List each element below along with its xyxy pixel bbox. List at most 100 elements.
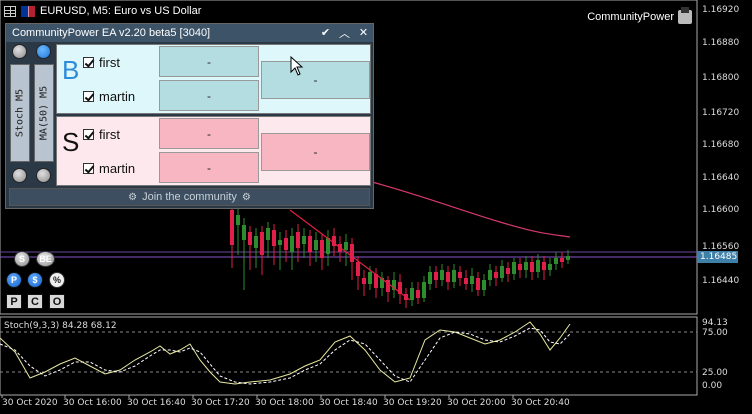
join-community-text: Join the community — [142, 191, 237, 203]
ea-panel-title: CommunityPower EA v2.20 beta5 [3040] — [12, 27, 211, 39]
percent-button[interactable]: % — [49, 272, 65, 288]
buy-martin-row[interactable]: martin — [83, 89, 135, 104]
o-square-button[interactable]: O — [49, 294, 65, 309]
candle-body — [266, 228, 270, 240]
ea-panel[interactable]: CommunityPower EA v2.20 beta5 [3040] ✔ ︿… — [5, 23, 374, 209]
candle-body — [380, 278, 384, 288]
stoch-signal-line — [0, 327, 571, 385]
gear-left-icon: ⚙ — [128, 191, 138, 203]
stoch-indicator-button[interactable]: Stoch M5 — [10, 64, 30, 162]
candle-body — [476, 278, 480, 290]
candle-body — [524, 262, 528, 270]
time-axis-label: 30 Oct 19:20 — [383, 398, 442, 408]
sell-first-value[interactable]: - — [159, 118, 259, 149]
s-button[interactable]: S — [14, 251, 30, 267]
mouse-cursor-icon — [290, 56, 304, 76]
time-axis-label: 30 Oct 20:40 — [511, 398, 570, 408]
candle-body — [296, 232, 300, 248]
price-axis-label: 1.16920 — [702, 5, 740, 15]
candle-body — [230, 210, 234, 245]
dollar-button[interactable]: $ — [27, 272, 43, 288]
sell-martin-label: martin — [99, 161, 136, 176]
sell-letter: S — [62, 127, 80, 157]
buy-total-button[interactable]: - — [261, 61, 370, 99]
candle-body — [302, 236, 306, 244]
stoch-indicator-label: Stoch(9,3,3) 84.28 68.12 — [4, 321, 117, 331]
candle-body — [494, 272, 498, 278]
candle-body — [416, 290, 420, 298]
candle-body — [260, 232, 264, 255]
time-axis-label: 30 Oct 18:40 — [319, 398, 378, 408]
buy-first-row[interactable]: first — [83, 55, 120, 70]
sell-section: S first martin - - - — [56, 116, 371, 186]
candle-body — [560, 258, 564, 262]
sell-first-row[interactable]: first — [83, 127, 120, 142]
buy-martin-value[interactable]: - — [159, 80, 259, 111]
collapse-icon[interactable]: ︿ — [339, 27, 350, 40]
join-community-button[interactable]: ⚙ Join the community ⚙ — [9, 188, 370, 206]
chart-menu-icon[interactable] — [4, 5, 16, 17]
candle-body — [398, 282, 402, 294]
price-axis-label: 1.16440 — [702, 276, 740, 286]
candle-body — [428, 272, 432, 284]
candle-body — [320, 240, 324, 258]
stoch-status-circle — [12, 44, 27, 59]
time-axis-label: 30 Oct 16:00 — [63, 398, 122, 408]
be-button[interactable]: BE — [36, 251, 55, 267]
time-axis-label: 30 Oct 18:00 — [255, 398, 314, 408]
candle-body — [362, 278, 366, 284]
candle-body — [464, 278, 468, 284]
sell-martin-row[interactable]: martin — [83, 161, 135, 176]
time-axis-label: 30 Oct 16:40 — [127, 398, 186, 408]
buy-martin-label: martin — [99, 89, 136, 104]
time-axis-label: 30 Oct 17:20 — [191, 398, 250, 408]
candle-body — [284, 238, 288, 250]
stoch-axis-label: 0.00 — [702, 381, 723, 391]
sell-first-checkbox[interactable] — [83, 129, 94, 140]
candle-body — [554, 258, 558, 264]
price-axis-label: 1.16880 — [702, 38, 740, 48]
sell-martin-checkbox[interactable] — [83, 163, 94, 174]
buy-first-checkbox[interactable] — [83, 57, 94, 68]
sell-total-button[interactable]: - — [261, 133, 370, 171]
price-axis-label: 1.16720 — [702, 108, 740, 118]
ma-bottom-circle — [36, 168, 51, 183]
stoch-axis-label: 75.00 — [702, 328, 728, 338]
candle-body — [518, 264, 522, 270]
close-icon[interactable]: ✕ — [358, 27, 369, 39]
current-price-tag: 1.16485 — [697, 251, 738, 263]
c-square-button[interactable]: C — [27, 294, 43, 309]
candle-body — [236, 215, 240, 225]
candle-body — [470, 276, 474, 284]
symbol-title: EURUSD, M5: Euro vs US Dollar — [4, 3, 201, 19]
price-axis-label: 1.16560 — [702, 242, 740, 252]
candle-body — [326, 238, 330, 254]
candle-body — [254, 236, 258, 248]
main-pane-frame — [0, 0, 698, 315]
price-axis-label: 1.16680 — [702, 140, 740, 150]
ea-panel-header[interactable]: CommunityPower EA v2.20 beta5 [3040] ✔ ︿… — [6, 24, 373, 42]
p-square-button[interactable]: P — [6, 294, 22, 309]
price-axis-label: 1.16600 — [702, 205, 740, 215]
candle-body — [434, 272, 438, 280]
buy-martin-checkbox[interactable] — [83, 91, 94, 102]
price-axis-label: 1.16800 — [702, 73, 740, 83]
buy-first-value[interactable]: - — [159, 46, 259, 77]
buy-letter: B — [62, 55, 80, 85]
candle-body — [512, 262, 516, 274]
ma-status-circle — [36, 44, 51, 59]
check-icon[interactable]: ✔ — [320, 27, 331, 39]
time-axis-label: 30 Oct 2020 — [2, 398, 58, 408]
candle-body — [314, 240, 318, 250]
p-circle-button[interactable]: P — [6, 272, 22, 288]
candle-body — [458, 272, 462, 278]
candle-body — [278, 240, 282, 245]
candle-body — [548, 264, 552, 270]
ma-indicator-button[interactable]: MA(50) M5 — [34, 64, 54, 162]
candle-body — [530, 262, 534, 272]
stoch-axis-label: 94.13 — [702, 318, 728, 328]
candle-body — [248, 232, 252, 245]
sell-martin-value[interactable]: - — [159, 152, 259, 183]
